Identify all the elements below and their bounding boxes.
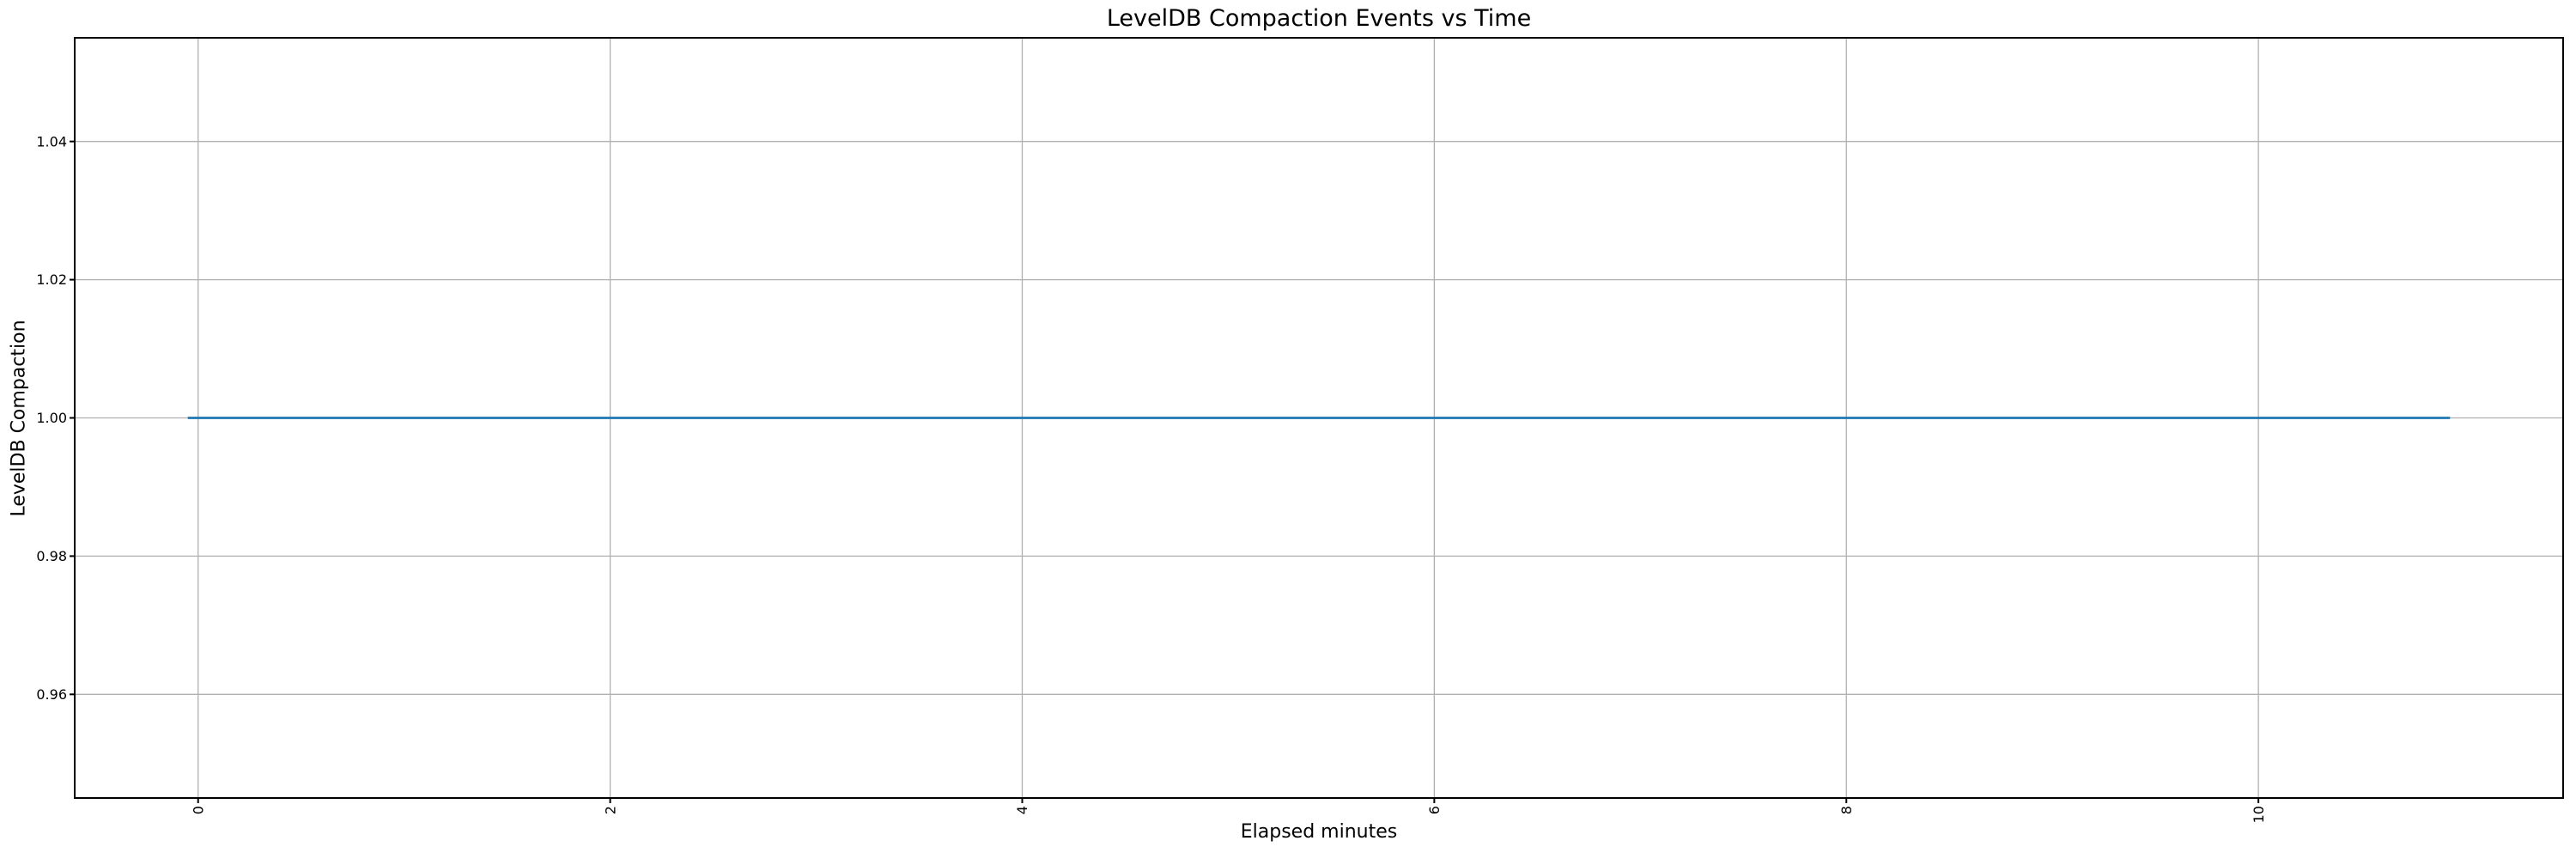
y-tick-label: 1.04 — [36, 133, 67, 149]
x-axis-label: Elapsed minutes — [1240, 821, 1398, 843]
y-axis-label: LevelDB Compaction — [8, 320, 30, 517]
x-tick-label: 2 — [602, 806, 618, 814]
x-tick-label: 4 — [1014, 806, 1030, 814]
y-tick-label: 0.98 — [36, 548, 67, 564]
x-tick-label: 6 — [1426, 806, 1443, 814]
x-tick-label: 8 — [1838, 806, 1855, 814]
x-tick-label: 10 — [2251, 806, 2267, 823]
x-tick-label: 0 — [190, 806, 206, 814]
chart-title: LevelDB Compaction Events vs Time — [1106, 5, 1532, 32]
y-tick-label: 1.00 — [36, 410, 67, 426]
y-tick-label: 1.02 — [36, 271, 67, 288]
y-tick-label: 0.96 — [36, 686, 67, 703]
